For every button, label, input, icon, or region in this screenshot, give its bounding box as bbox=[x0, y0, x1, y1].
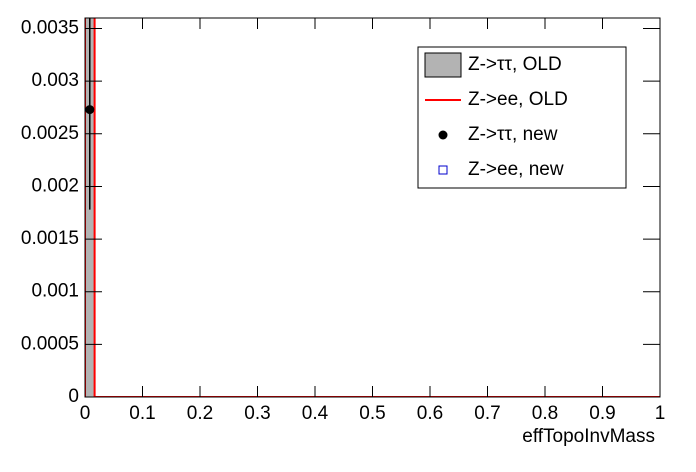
legend-swatch bbox=[424, 52, 462, 78]
x-tick-label: 0 bbox=[80, 403, 91, 424]
y-tick-label: 0.001 bbox=[31, 281, 79, 302]
legend-swatch bbox=[438, 165, 448, 175]
y-tick-label: 0.002 bbox=[31, 175, 79, 196]
x-tick-label: 0.5 bbox=[359, 403, 385, 424]
x-tick-label: 1 bbox=[655, 403, 666, 424]
y-tick-label: 0 bbox=[68, 386, 79, 407]
x-tick-label: 0.4 bbox=[302, 403, 329, 424]
x-tick-label: 0.7 bbox=[474, 403, 500, 424]
x-tick-label: 0.1 bbox=[129, 403, 155, 424]
y-tick-label: 0.0025 bbox=[21, 123, 79, 144]
x-tick-label: 0.9 bbox=[589, 403, 615, 424]
y-tick-label: 0.003 bbox=[31, 70, 79, 91]
x-axis-label: effTopoInvMass bbox=[522, 426, 655, 447]
legend-label: Z->ττ, OLD bbox=[468, 54, 562, 75]
x-tick-label: 0.2 bbox=[187, 403, 213, 424]
legend-label: Z->ττ, new bbox=[468, 124, 558, 145]
legend-label: Z->ee, new bbox=[468, 159, 564, 180]
x-tick-label: 0.3 bbox=[244, 403, 270, 424]
legend-swatch bbox=[438, 130, 448, 140]
data-point bbox=[85, 105, 95, 115]
x-tick-label: 0.8 bbox=[532, 403, 558, 424]
legend: Z->ττ, OLD Z->ee, OLD Z->ττ, new Z->ee, new bbox=[424, 52, 568, 180]
legend-label: Z->ee, OLD bbox=[468, 89, 568, 110]
y-tick-label: 0.0015 bbox=[21, 228, 79, 249]
y-tick-label: 0.0005 bbox=[21, 333, 79, 354]
y-tick-label: 0.0035 bbox=[21, 18, 79, 39]
x-tick-label: 0.6 bbox=[417, 403, 443, 424]
